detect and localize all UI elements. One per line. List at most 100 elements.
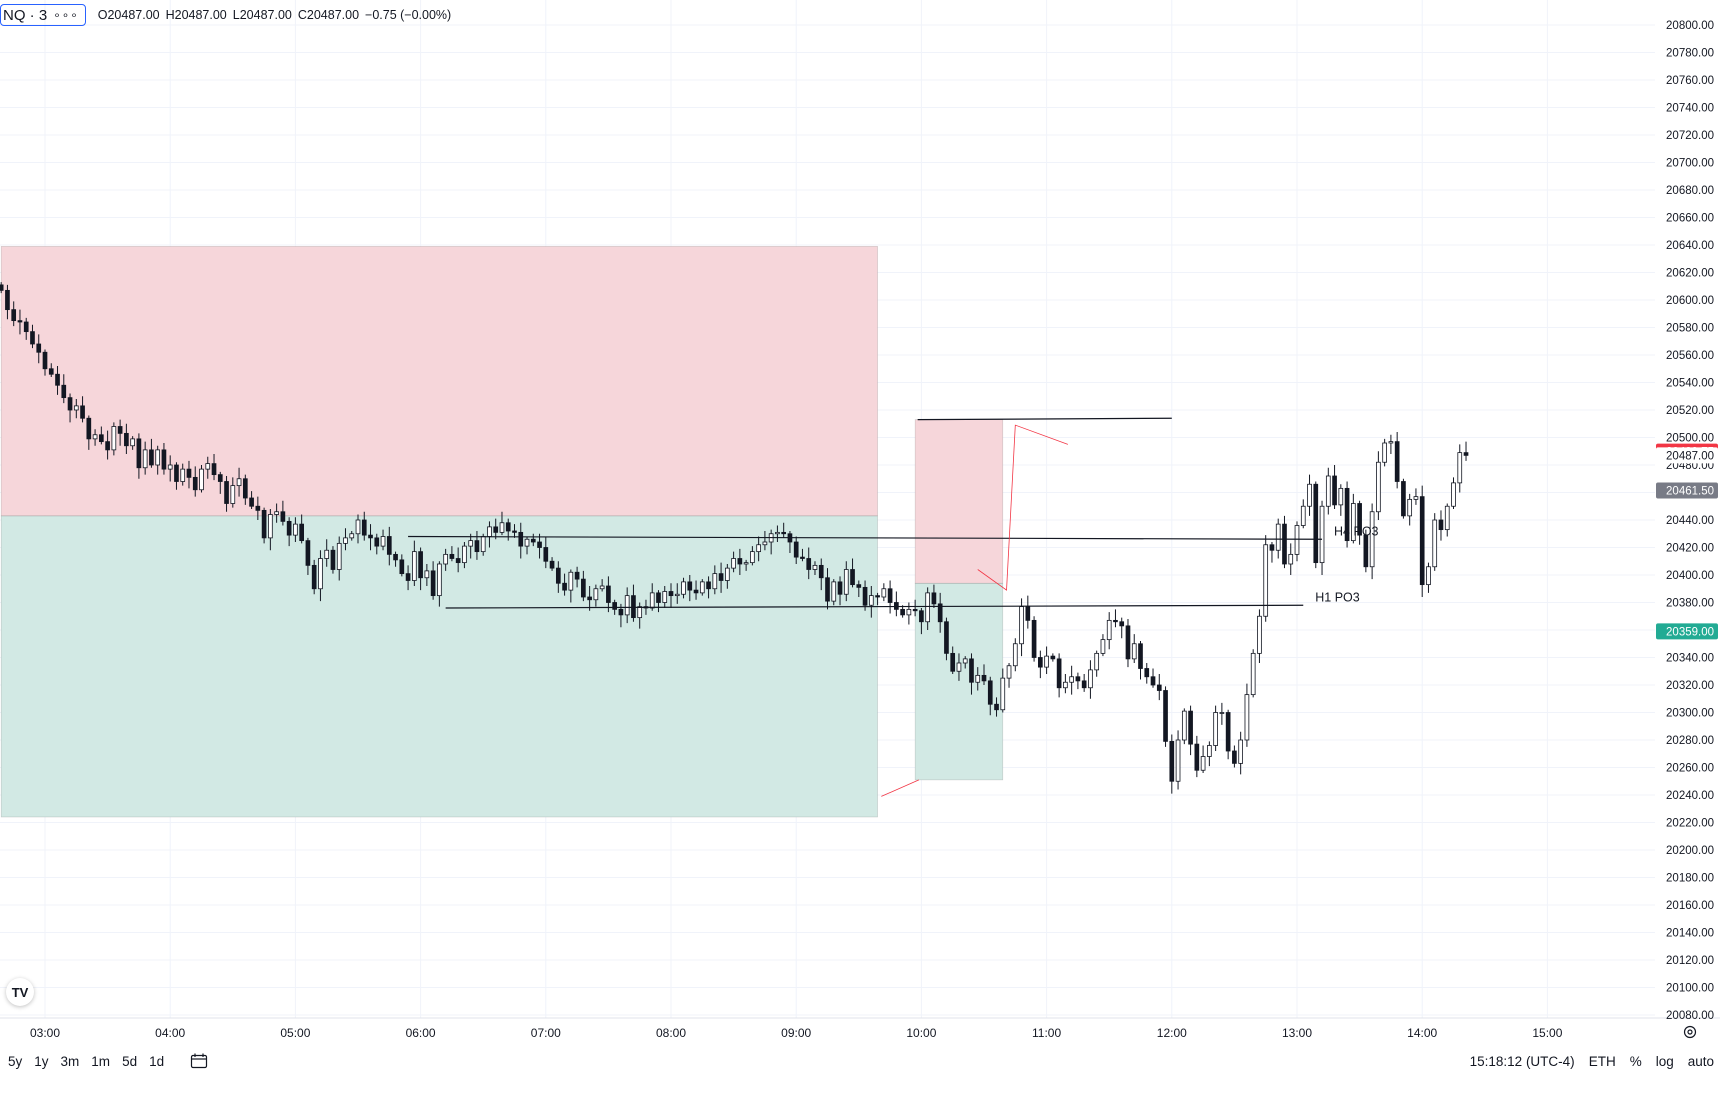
auto-scale-toggle[interactable]: auto (1687, 1053, 1714, 1069)
trend-line[interactable] (917, 417, 1172, 421)
trend-line-label[interactable]: H1 PO3 (1315, 590, 1360, 604)
candle-up (1451, 482, 1456, 507)
time-axis[interactable]: 03:00 04:00 05:00 06:00 07:00 08:00 09:00 10:00… (30, 1026, 1563, 1040)
candle-up (962, 658, 968, 664)
candle-up (111, 426, 117, 451)
candle-down (825, 577, 830, 602)
candle-down (224, 481, 229, 504)
time-tick-label: 03:00 (30, 1026, 60, 1040)
candle-down (793, 541, 799, 558)
gear-icon[interactable] (1682, 1024, 1698, 1040)
candle-up (1094, 652, 1100, 671)
candle-down (124, 432, 129, 447)
session-toggle[interactable]: ETH (1588, 1053, 1616, 1069)
range-5y-button[interactable]: 5y (8, 1053, 23, 1069)
range-1y-button[interactable]: 1y (34, 1053, 49, 1069)
price-tick-label: 20700.00 (1666, 158, 1714, 170)
drawing-lines[interactable]: H4 PO3 H1 PO3 (408, 417, 1379, 797)
candle-up (1432, 519, 1438, 568)
candle-down (1037, 657, 1043, 668)
candle-down (549, 560, 555, 569)
candle-down (393, 553, 398, 561)
price-tick-label: 20420.00 (1666, 543, 1714, 555)
price-tick-label: 20180.00 (1666, 873, 1714, 885)
trend-line[interactable] (408, 535, 1323, 540)
candle-up (1244, 694, 1250, 741)
tradingview-logo-icon[interactable]: TV (6, 978, 34, 1006)
candle-down (781, 531, 787, 535)
candle-down (255, 505, 261, 511)
candle-up (1300, 505, 1306, 526)
price-axis[interactable]: 20800.00 20780.00 20760.00 20740.00 20720.00… (1656, 20, 1718, 1022)
candle-down (1125, 625, 1131, 660)
clock-time[interactable]: 15:18:12 (UTC-4) (1469, 1053, 1575, 1069)
candle-down (136, 438, 142, 469)
symbol-box[interactable]: NQ · 3 ∘∘∘ (0, 4, 86, 26)
candle-down (1232, 750, 1237, 764)
ohlc-open: O20487.00 (97, 8, 160, 22)
log-scale-toggle[interactable]: log (1655, 1053, 1674, 1069)
range-5d-button[interactable]: 5d (122, 1053, 138, 1069)
candle-down (919, 610, 924, 623)
candle-down (574, 571, 580, 580)
candle-down (612, 602, 618, 610)
time-tick-label: 12:00 (1157, 1026, 1187, 1040)
candle-up (1407, 498, 1413, 517)
candle-down (17, 320, 23, 323)
candle-up (812, 564, 818, 570)
price-tick-label: 20620.00 (1666, 268, 1714, 280)
candle-down (818, 564, 824, 579)
candle-down (693, 589, 699, 594)
range-1d-button[interactable]: 1d (149, 1053, 165, 1069)
time-tick-label: 06:00 (406, 1026, 436, 1040)
candle-down (386, 536, 392, 555)
candle-up (681, 581, 686, 595)
candle-down (581, 578, 586, 598)
candle-down (67, 397, 73, 411)
candle-down (280, 511, 286, 522)
candle-down (1150, 676, 1156, 686)
swing-marker-line (977, 424, 1069, 591)
candle-down (86, 417, 92, 440)
symbol-label[interactable]: NQ · 3 (3, 6, 48, 24)
more-dots-icon[interactable]: ∘∘∘ (53, 8, 79, 22)
candle-down (537, 541, 542, 548)
range-3m-button[interactable]: 3m (60, 1053, 80, 1069)
range-1m-button[interactable]: 1m (91, 1053, 111, 1069)
candle-up (1388, 441, 1394, 444)
candle-down (994, 703, 999, 711)
candle-up (167, 464, 173, 470)
price-badge-label: 20359.00 (1666, 626, 1714, 638)
zone-rect[interactable] (915, 419, 1003, 584)
percent-scale-toggle[interactable]: % (1629, 1053, 1642, 1069)
trend-line[interactable] (445, 604, 1304, 609)
zone-rect[interactable] (1, 246, 878, 516)
candle-down (1332, 475, 1337, 506)
candle-down (656, 592, 661, 603)
price-tick-label: 20540.00 (1666, 378, 1714, 390)
candle-down (562, 582, 567, 591)
zone-border (0, 246, 878, 517)
candle-up (1288, 553, 1294, 565)
candle-up (731, 558, 736, 569)
candle-up (1275, 523, 1281, 551)
ohlc-high: H20487.00 (165, 8, 227, 22)
price-tick-label: 20280.00 (1666, 735, 1714, 747)
candle-down (449, 553, 455, 559)
candle-down (555, 567, 561, 584)
candle-up (1350, 503, 1356, 542)
candle-down (987, 680, 993, 705)
candle-down (0, 284, 4, 291)
candle-down (474, 540, 480, 553)
price-tick-label: 20500.00 (1666, 433, 1714, 445)
candle-down (530, 538, 536, 543)
trend-line-label[interactable]: H4 PO3 (1334, 524, 1379, 538)
candle-down (1138, 643, 1143, 669)
zone-border (0, 515, 878, 818)
candle-down (900, 608, 905, 616)
calendar-goto-icon[interactable] (190, 1053, 208, 1069)
candle-down (311, 564, 317, 590)
candle-down (937, 603, 943, 623)
candle-up (499, 522, 505, 533)
